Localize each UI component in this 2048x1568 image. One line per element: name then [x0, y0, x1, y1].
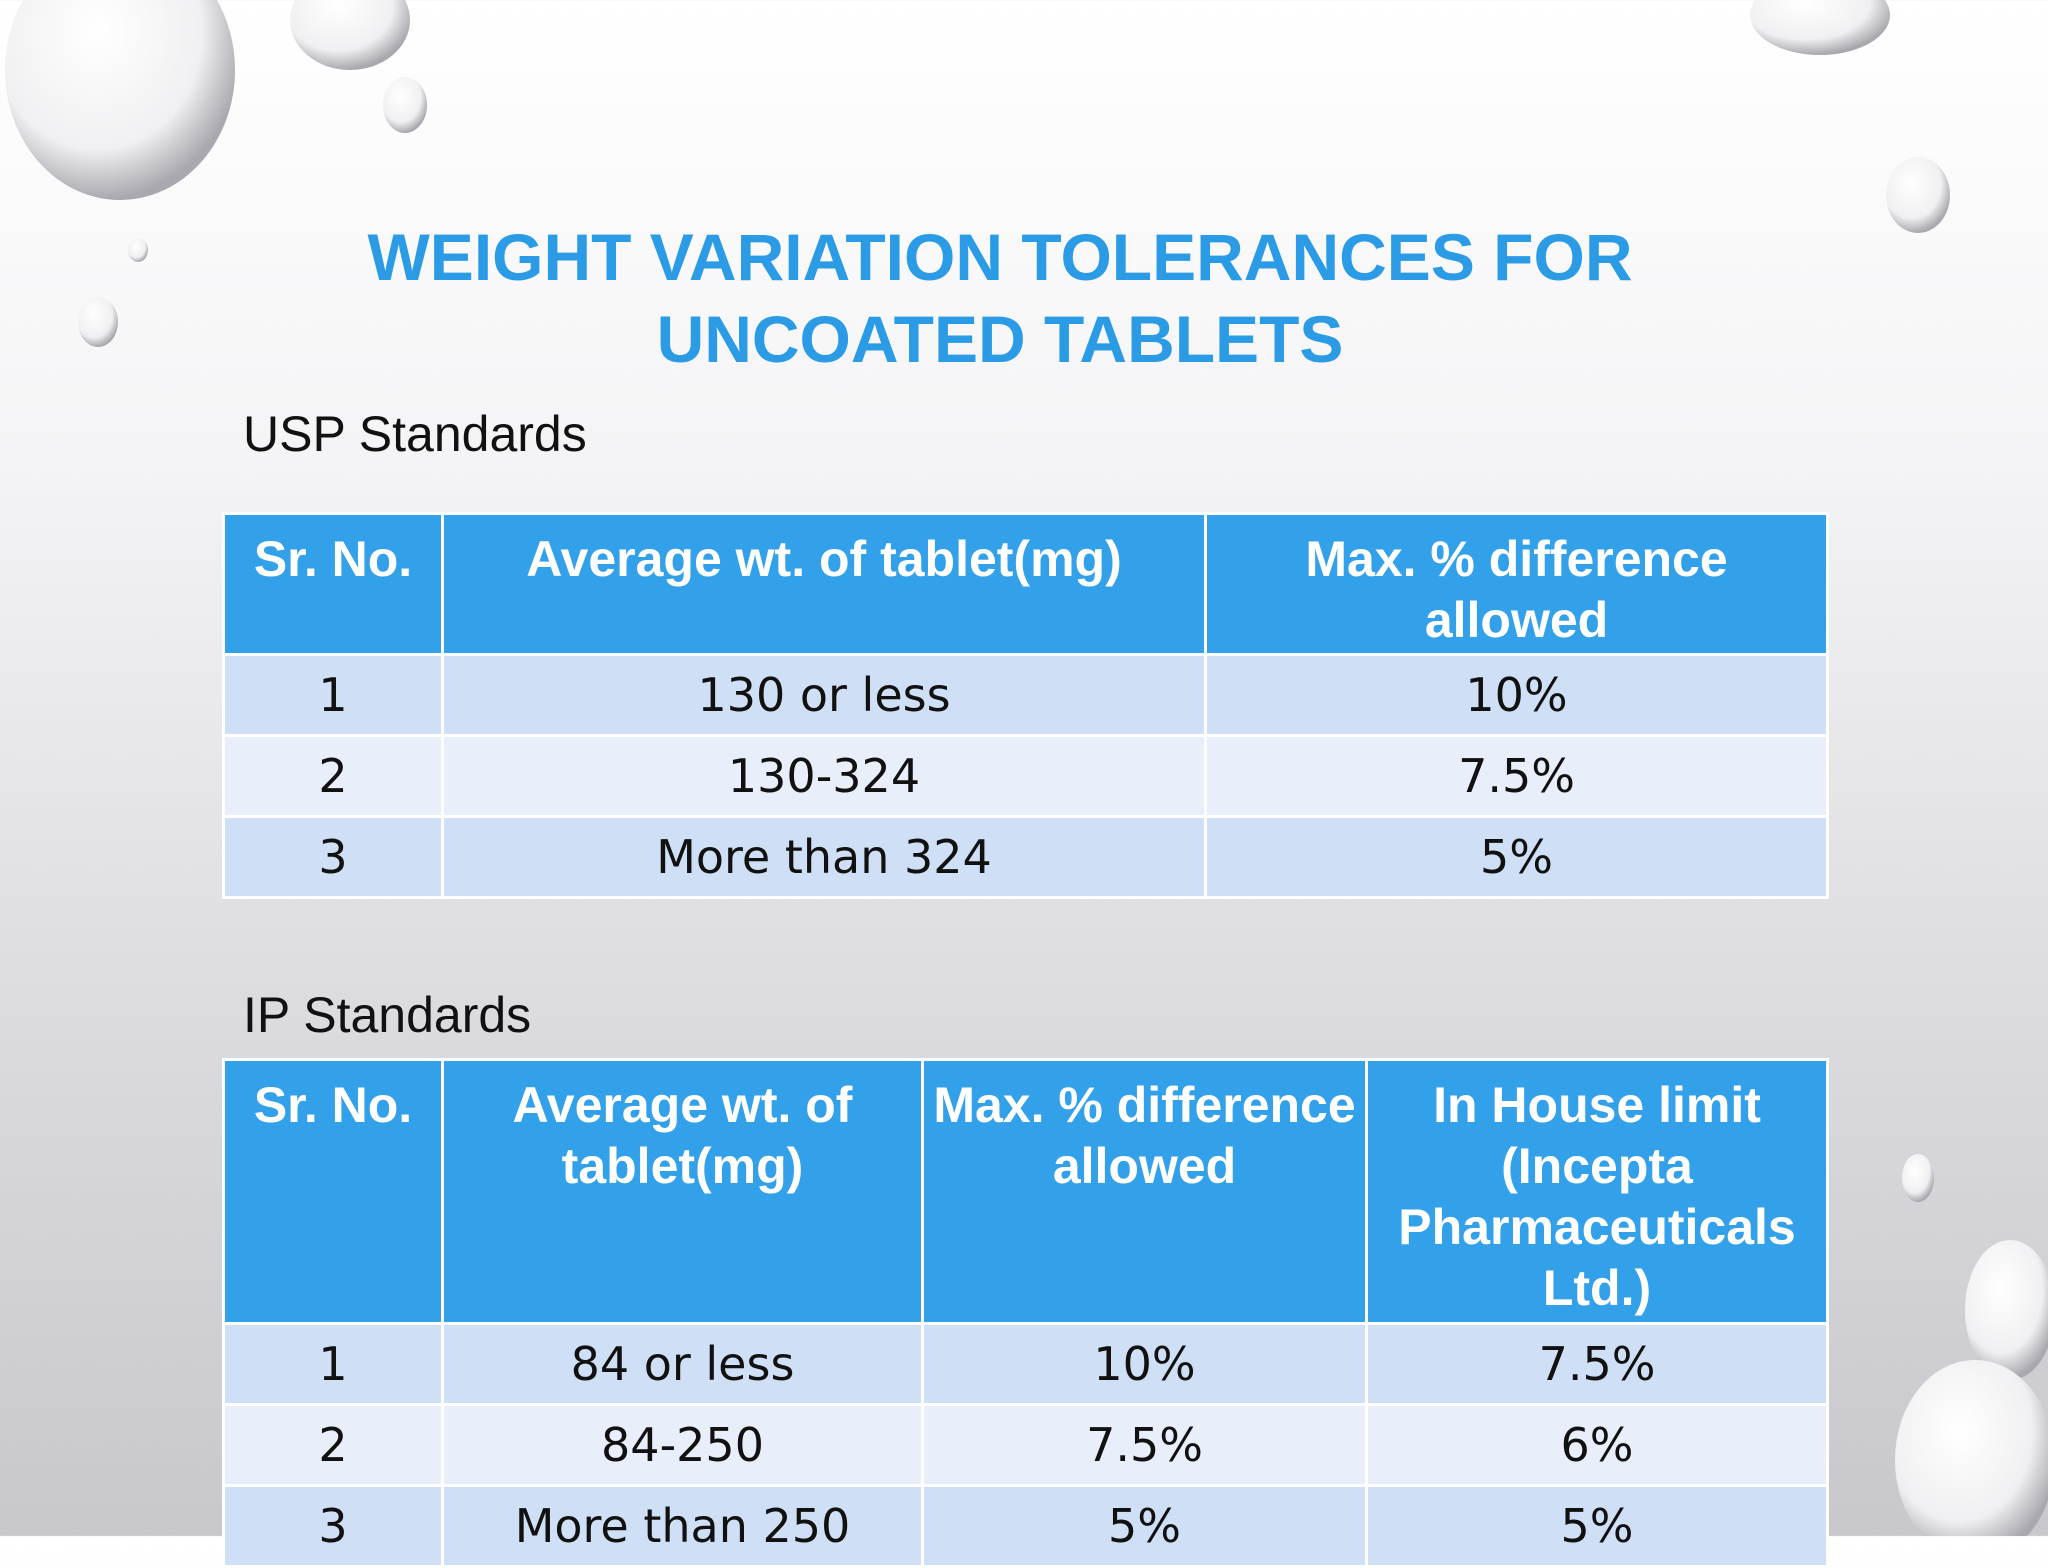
header-cell: Max. % difference allowed — [1204, 512, 1829, 656]
cell: 7.5% — [921, 1403, 1368, 1487]
header-cell: In House limit (Incepta Pharmaceuticals … — [1365, 1058, 1829, 1325]
usp-table: Sr. No. Average wt. of tablet(mg) Max. % d… — [222, 512, 1829, 899]
cell: 1 — [222, 1322, 444, 1406]
title: WEIGHT VARIATION TOLERANCES FOR UNCOATED… — [0, 216, 2000, 380]
cell: 130-324 — [441, 734, 1207, 818]
cell: More than 250 — [441, 1484, 924, 1568]
header-row: Sr. No. Average wt. of tablet(mg) Max. % d… — [222, 512, 1829, 656]
table-row: 2 84-250 7.5% 6% — [222, 1403, 1829, 1487]
water-drops — [5, 0, 2048, 1536]
section-heading: USP Standards — [243, 406, 587, 462]
header-cell: Average wt. of tablet(mg) — [441, 512, 1207, 656]
cell: 6% — [1365, 1403, 1829, 1487]
table-row: 3 More than 250 5% 5% — [222, 1484, 1829, 1568]
cell: 10% — [921, 1322, 1368, 1406]
cell: 3 — [222, 815, 444, 899]
header-cell: Max. % difference allowed — [921, 1058, 1368, 1325]
cell: 2 — [222, 1403, 444, 1487]
cell: 7.5% — [1365, 1322, 1829, 1406]
cell: 1 — [222, 653, 444, 737]
cell: 130 or less — [441, 653, 1207, 737]
table-row: 3 More than 324 5% — [222, 815, 1829, 899]
cell: 3 — [222, 1484, 444, 1568]
cell: 2 — [222, 734, 444, 818]
title-line: UNCOATED TABLETS — [656, 302, 1344, 376]
cell: 7.5% — [1204, 734, 1829, 818]
cell: 5% — [1365, 1484, 1829, 1568]
header-cell: Average wt. of tablet(mg) — [441, 1058, 924, 1325]
table-row: 1 84 or less 10% 7.5% — [222, 1322, 1829, 1406]
cell: 84-250 — [441, 1403, 924, 1487]
header-cell: Sr. No. — [222, 512, 444, 656]
table-row: 2 130-324 7.5% — [222, 734, 1829, 818]
ip-table: Sr. No. Average wt. of tablet(mg) Max. % d… — [222, 1058, 1829, 1568]
cell: 84 or less — [441, 1322, 924, 1406]
header-row: Sr. No. Average wt. of tablet(mg) Max. % d… — [222, 1058, 1829, 1325]
title-line: WEIGHT VARIATION TOLERANCES FOR — [367, 220, 1633, 294]
section-heading: IP Standards — [243, 987, 532, 1043]
cell: 10% — [1204, 653, 1829, 737]
cell: 5% — [921, 1484, 1368, 1568]
cell: 5% — [1204, 815, 1829, 899]
cell: More than 324 — [441, 815, 1207, 899]
header-cell: Sr. No. — [222, 1058, 444, 1325]
table-row: 1 130 or less 10% — [222, 653, 1829, 737]
